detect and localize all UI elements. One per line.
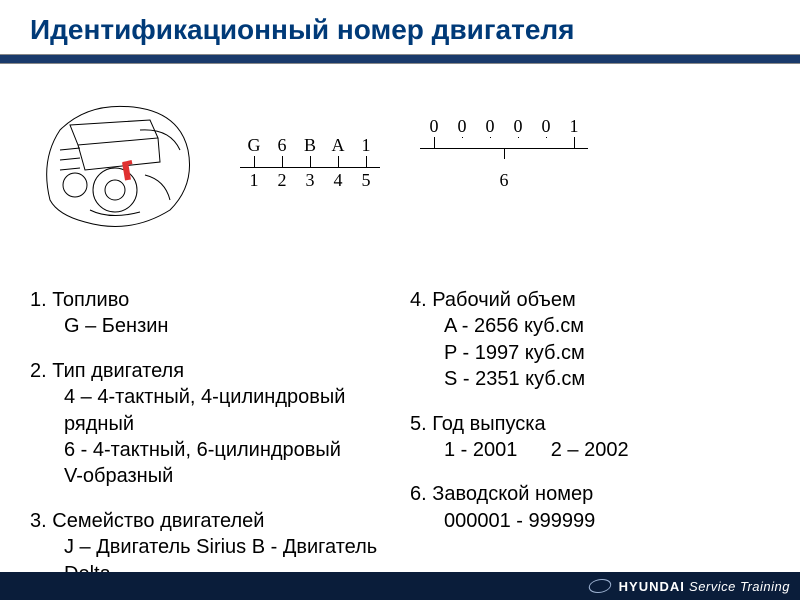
item-row: рядный (30, 411, 390, 437)
decode-column-right: 4. Рабочий объемA - 2656 куб.смP - 1997 … (410, 285, 770, 603)
item-label: Заводской номер (432, 483, 593, 505)
item-number: 4. (410, 289, 427, 311)
item-label: Рабочий объем (432, 289, 576, 311)
code-char: 0 (448, 116, 476, 149)
code-index: 2 (268, 170, 296, 191)
code-char: A (324, 135, 352, 168)
item-number: 2. (30, 360, 47, 382)
code-char: 0 (420, 116, 448, 149)
item-label: Семейство двигателей (52, 510, 264, 532)
item-row: P - 1997 куб.см (410, 340, 770, 366)
code-group-2: 0000016 (420, 116, 588, 191)
code-char: 1 (352, 135, 380, 168)
item-label: Год выпуска (432, 413, 545, 435)
code-group-1: G6BA112345 (240, 135, 380, 191)
item-number: 5. (410, 413, 427, 435)
code-char: B (296, 135, 324, 168)
code-char: G (240, 135, 268, 168)
code-char: 0 (476, 116, 504, 149)
item-number: 6. (410, 483, 427, 505)
footer-brand: HYUNDAI (619, 579, 685, 594)
code-index: 5 (352, 170, 380, 191)
footer-text: HYUNDAI Service Training (619, 579, 790, 594)
item-row: A - 2656 куб.см (410, 313, 770, 339)
item-row: S - 2351 куб.см (410, 366, 770, 392)
item-row: V-образный (30, 463, 390, 489)
engine-illustration (30, 90, 200, 245)
decode-item: 1. Топливо (30, 287, 390, 313)
engine-code-diagram: G6BA112345 0000016 (240, 80, 770, 191)
content-area: G6BA112345 0000016 1. ТопливоG – Бензин2… (0, 64, 800, 603)
item-row: G – Бензин (30, 313, 390, 339)
item-number: 1. (30, 289, 47, 311)
code-index: 3 (296, 170, 324, 191)
page-title: Идентификационный номер двигателя (30, 14, 770, 46)
header-stripe (0, 54, 800, 64)
decode-item: 3. Семейство двигателей (30, 508, 390, 534)
decode-item: 6. Заводской номер (410, 481, 770, 507)
item-row: 6 - 4-тактный, 6-цилиндровый (30, 437, 390, 463)
code-index: 4 (324, 170, 352, 191)
item-label: Тип двигателя (52, 360, 184, 382)
item-label: Топливо (52, 289, 129, 311)
item-row: 000001 - 999999 (410, 508, 770, 534)
code-char: 6 (268, 135, 296, 168)
code-char: 1 (560, 116, 588, 149)
item-row: 1 - 2001 2 – 2002 (410, 437, 770, 463)
code-char: 0 (504, 116, 532, 149)
code-index: 6 (500, 170, 509, 190)
code-char: 0 (532, 116, 560, 149)
decode-item: 5. Год выпуска (410, 411, 770, 437)
footer-suffix: Service Training (689, 579, 790, 594)
code-index: 1 (240, 170, 268, 191)
decode-column-left: 1. ТопливоG – Бензин 2. Тип двигателя4 – … (30, 285, 390, 603)
hyundai-logo-icon (586, 579, 613, 593)
item-number: 3. (30, 510, 47, 532)
item-row: 4 – 4-тактный, 4-цилиндровый (30, 384, 390, 410)
decode-item: 2. Тип двигателя (30, 358, 390, 384)
decode-item: 4. Рабочий объем (410, 287, 770, 313)
title-bar: Идентификационный номер двигателя (0, 0, 800, 54)
footer-bar: HYUNDAI Service Training (0, 572, 800, 600)
